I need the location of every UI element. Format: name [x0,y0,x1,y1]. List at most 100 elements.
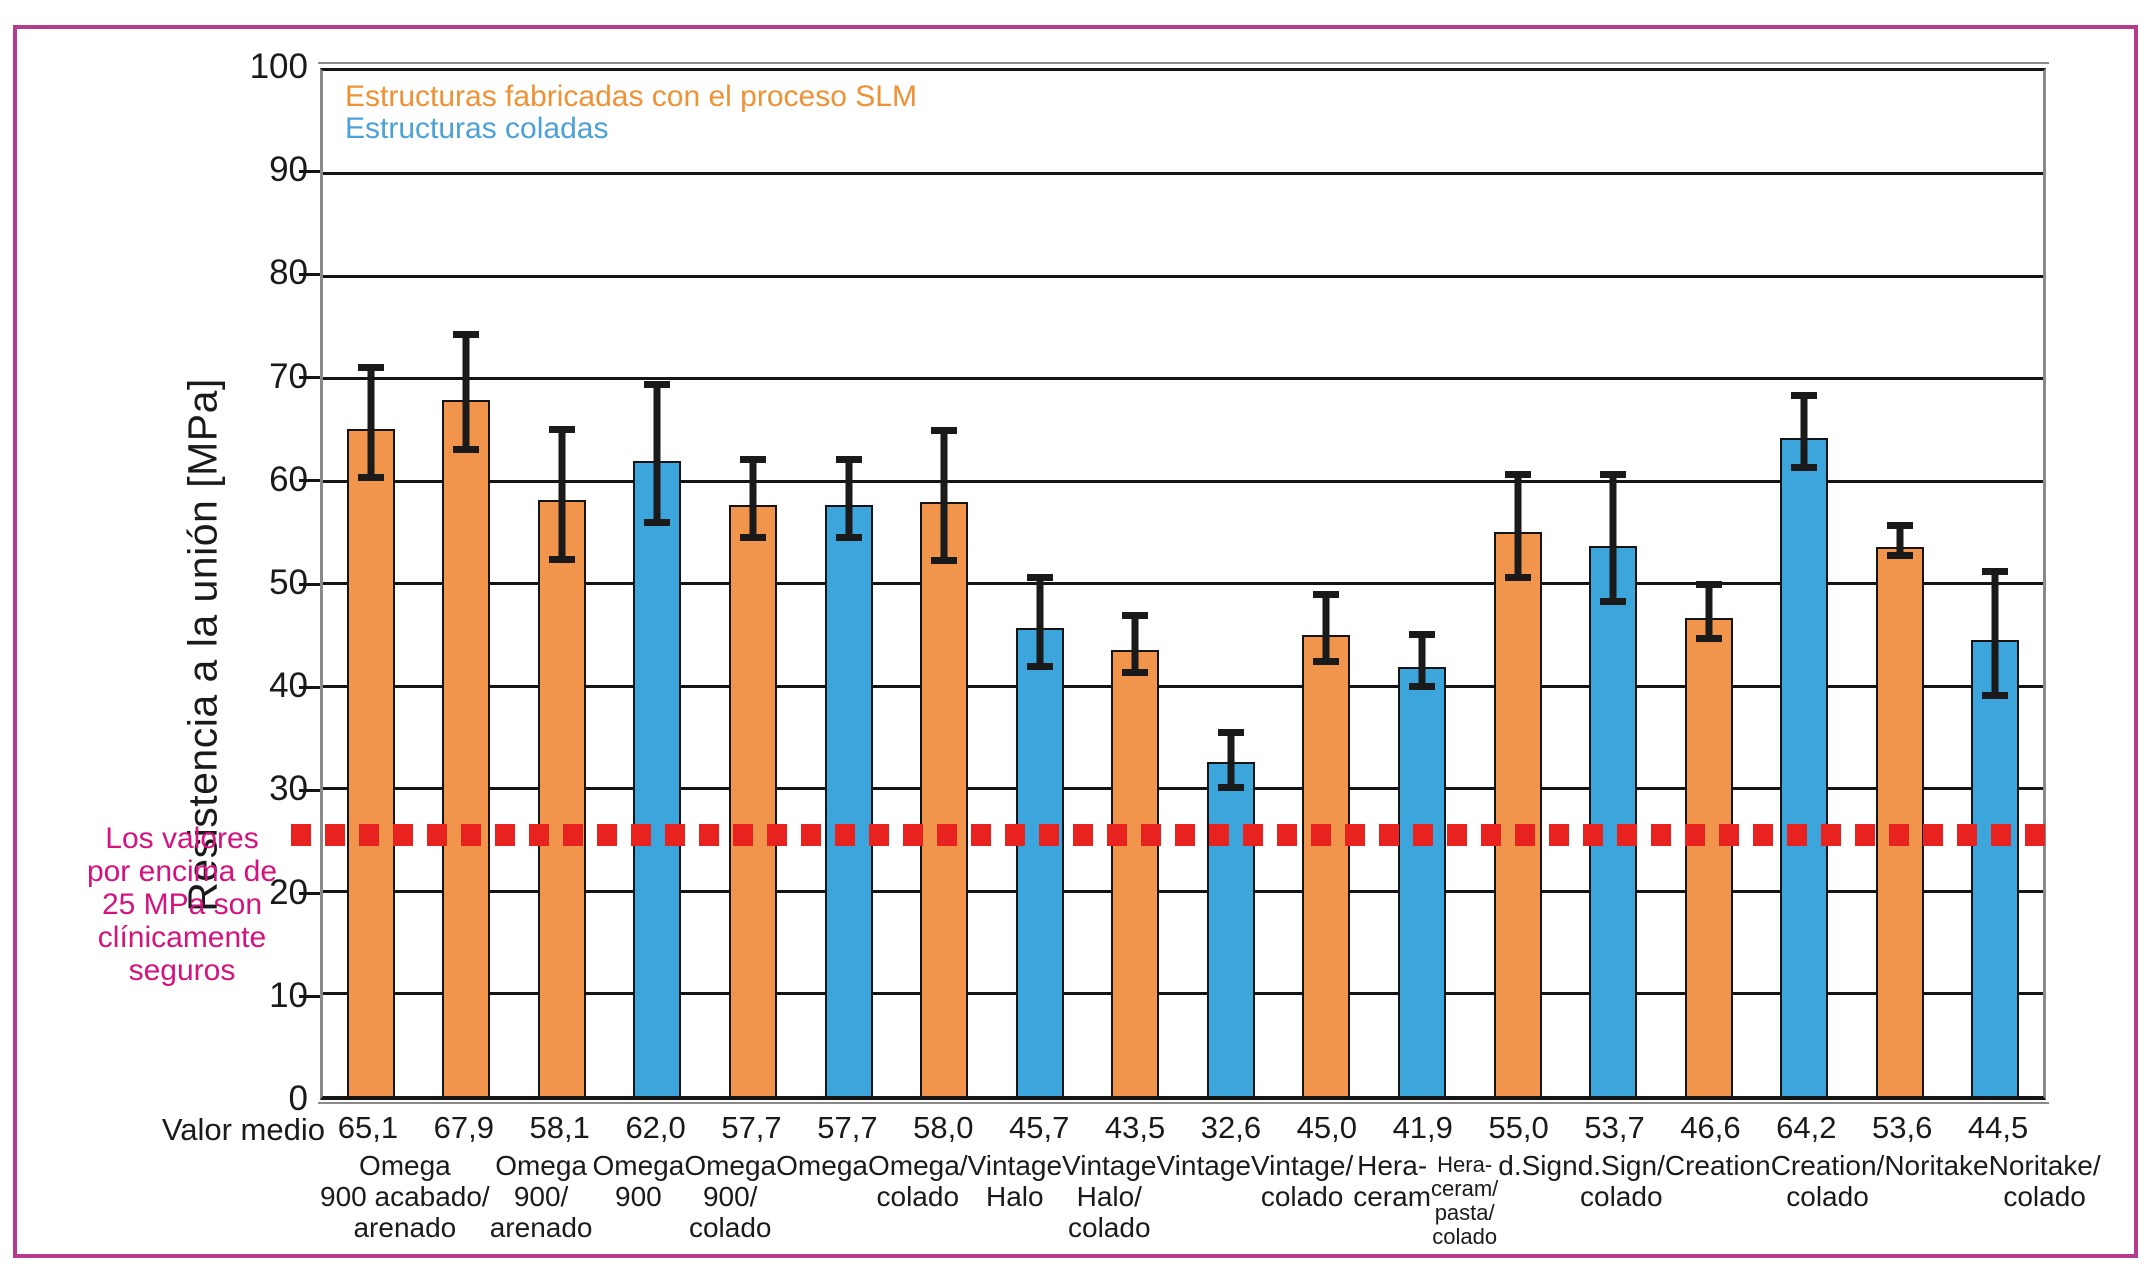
mean-value: 32,6 [1200,1110,1262,1145]
category-label: Omega 900 acabado/ arenado [320,1150,490,1243]
mean-value: 62,0 [625,1110,686,1145]
bar-slot [1756,71,1852,1096]
mean-value: 46,6 [1680,1110,1741,1145]
category-label: Creation/ colado [1770,1150,1885,1212]
figure-border [13,25,2138,1258]
gridline-20 [323,889,2043,893]
error-bar-line [558,425,566,563]
error-bar [357,364,384,481]
category-label: Vintage/ colado [1250,1150,1354,1212]
bar-slot [323,71,419,1096]
bar-colada [1015,627,1064,1096]
category-label: Hera- ceram [1353,1150,1432,1212]
mean-value: 53,6 [1872,1110,1933,1145]
bar-colada [1589,545,1638,1096]
y-tick-label-40: 40 [269,666,308,706]
mean-values-row: 65,1 67,9 58,1 62,0 57,7 57,7 58,0 45,7 43,5 32,6… [320,1110,2046,1146]
gridline-60 [323,479,2043,483]
y-tick-label-30: 30 [269,769,308,809]
category-label: Vintage Halo/ colado [1062,1150,1157,1243]
error-bar-cap-bottom [1600,598,1627,606]
bar-slm [1493,532,1542,1096]
bar-slot [1470,71,1566,1096]
error-bar [1313,590,1340,666]
error-bar [1026,574,1053,670]
error-bar-cap-bottom [453,446,480,454]
category-label: Hera- ceram/ pasta/ colado [1431,1152,1499,1249]
error-bar-line [1227,729,1235,791]
error-bar-line [1991,568,1999,700]
error-bar [931,426,958,565]
error-bar-cap-top [740,456,767,464]
valor-medio-label: Valor medio [161,1112,325,1147]
mean-value: 45,0 [1296,1110,1358,1145]
bar-slm [346,428,395,1096]
error-bar-cap-bottom [357,473,384,481]
error-bar [1982,568,2009,700]
y-tick-mark-10 [299,995,320,999]
error-bar [644,380,671,527]
mean-value: 55,0 [1488,1110,1549,1145]
y-tick-label-60: 60 [269,459,308,499]
error-bar-line [1131,612,1139,676]
gridline-40 [323,684,2043,688]
mean-value: 58,1 [529,1110,590,1145]
category-label: Noritake/ colado [1988,1150,2101,1212]
bar-slot [1852,71,1948,1096]
gridline-80 [323,274,2043,278]
bar-slot [1661,71,1757,1096]
mean-value: 53,7 [1584,1110,1645,1145]
bar-slot [1088,71,1184,1096]
bar-colada [824,504,873,1096]
error-bar-cap-top [1982,568,2009,576]
bar-slot [1279,71,1375,1096]
bar-slot [896,71,992,1096]
error-bar-line [1514,470,1522,582]
error-bar-line [1800,391,1808,471]
category-label: Creation [1664,1150,1771,1181]
mean-value: 44,5 [1967,1110,2029,1145]
bar-slot [610,71,706,1096]
error-bar [1886,522,1913,559]
mean-value: 67,9 [433,1110,494,1145]
bar-slm [920,501,969,1096]
bar-slot [1948,71,2044,1096]
error-bar-line [1322,590,1330,666]
error-bar-cap-top [548,425,575,433]
y-tick-mark-50 [299,582,320,586]
legend-item-slm: Estructuras fabricadas con el proceso SL… [345,80,917,113]
error-bar-cap-top [1217,729,1244,737]
error-bar-line [1418,630,1426,691]
error-bar-cap-top [931,426,958,434]
category-label: Vintage Halo [967,1150,1063,1212]
y-tick-label-70: 70 [269,356,308,396]
category-label: Vintage [1156,1150,1251,1181]
error-bar-cap-top [1791,391,1818,399]
bar-slm [1684,618,1733,1096]
category-labels-row: Omega 900 acabado/ arenado Omega 900/ are… [320,1150,2101,1249]
y-tick-label-10: 10 [269,975,308,1015]
threshold-annotation: Los valores por encima de 25 MPa son clí… [86,822,278,987]
gridline-70 [323,377,2043,380]
error-bar-cap-top [1026,574,1053,582]
error-bar-cap-top [1504,470,1531,478]
error-bar [453,331,480,454]
error-bar-cap-bottom [1886,551,1913,559]
error-bar [1217,729,1244,791]
mean-value: 57,7 [817,1110,878,1145]
bar-colada [1206,761,1255,1096]
error-bar-cap-bottom [931,557,958,565]
error-bar-cap-bottom [548,555,575,563]
bar-slm [537,500,586,1096]
error-bar-cap-top [357,364,384,372]
y-tick-label-20: 20 [269,872,308,912]
bar-colada [1780,437,1829,1096]
error-bar [1600,470,1627,606]
category-label: Omega 900/ arenado [489,1150,593,1243]
gridline-50 [323,582,2043,585]
bar-slm [1875,546,1924,1096]
error-bar-cap-top [1408,630,1435,638]
category-label: Omega 900 [592,1150,685,1212]
legend-item-colada: Estructuras coladas [345,112,609,145]
category-label: Noritake [1884,1150,1989,1181]
